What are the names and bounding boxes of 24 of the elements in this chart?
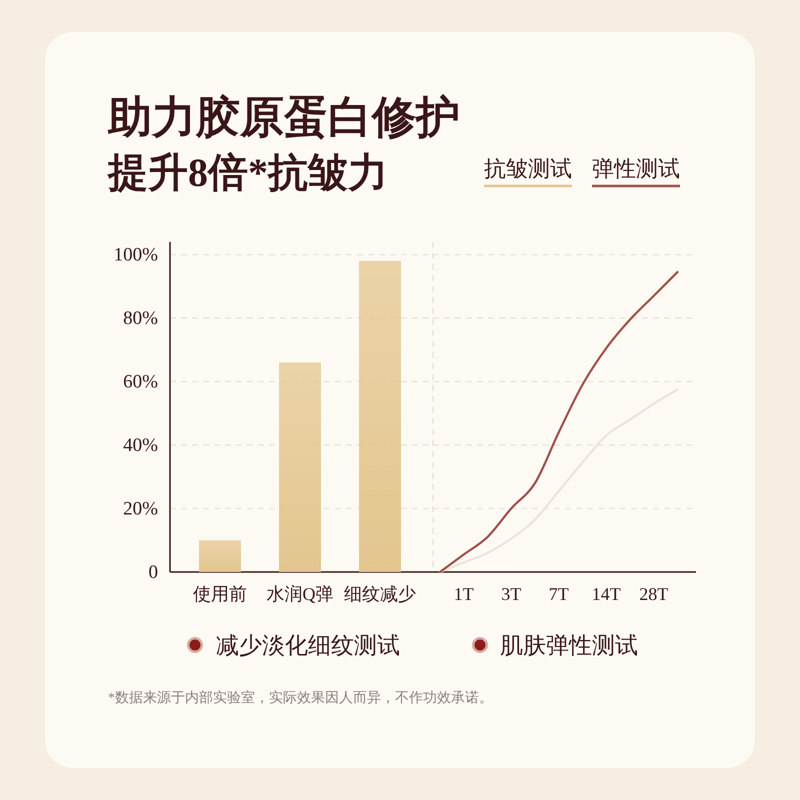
x-tick-label: 7T bbox=[548, 584, 569, 604]
chart-title: 助力胶原蛋白修护 bbox=[107, 93, 460, 142]
y-tick-label: 20% bbox=[123, 498, 158, 520]
bar bbox=[199, 540, 241, 572]
x-tick-label: 细纹减少 bbox=[344, 584, 416, 604]
bar bbox=[359, 260, 401, 572]
text: 抗皱测试 bbox=[484, 156, 572, 181]
text: 减少淡化细纹测试 bbox=[216, 633, 400, 658]
x-tick-label: 3T bbox=[501, 584, 522, 604]
text: 弹性测试 bbox=[592, 156, 680, 181]
x-tick-label: 使用前 bbox=[193, 584, 247, 604]
bar bbox=[279, 362, 321, 572]
x-tick-label: 14T bbox=[592, 584, 621, 604]
y-tick-label: 80% bbox=[123, 308, 158, 330]
y-tick-label: 0 bbox=[148, 562, 158, 583]
text: 肌肤弹性测试 bbox=[500, 633, 638, 658]
y-tick-label: 40% bbox=[123, 435, 158, 456]
chart-subtitle: 提升8倍*抗皱力 bbox=[107, 150, 388, 195]
y-tick-label: 100% bbox=[114, 244, 158, 266]
x-tick-label: 28T bbox=[639, 584, 668, 604]
x-tick-label: 1T bbox=[454, 584, 474, 604]
y-tick-label: 60% bbox=[123, 372, 158, 393]
text: *数据来源于内部实验室，实际效果因人而异，不作功效承诺。 bbox=[108, 690, 493, 706]
x-tick-label: 水润Q弹 bbox=[266, 584, 334, 604]
